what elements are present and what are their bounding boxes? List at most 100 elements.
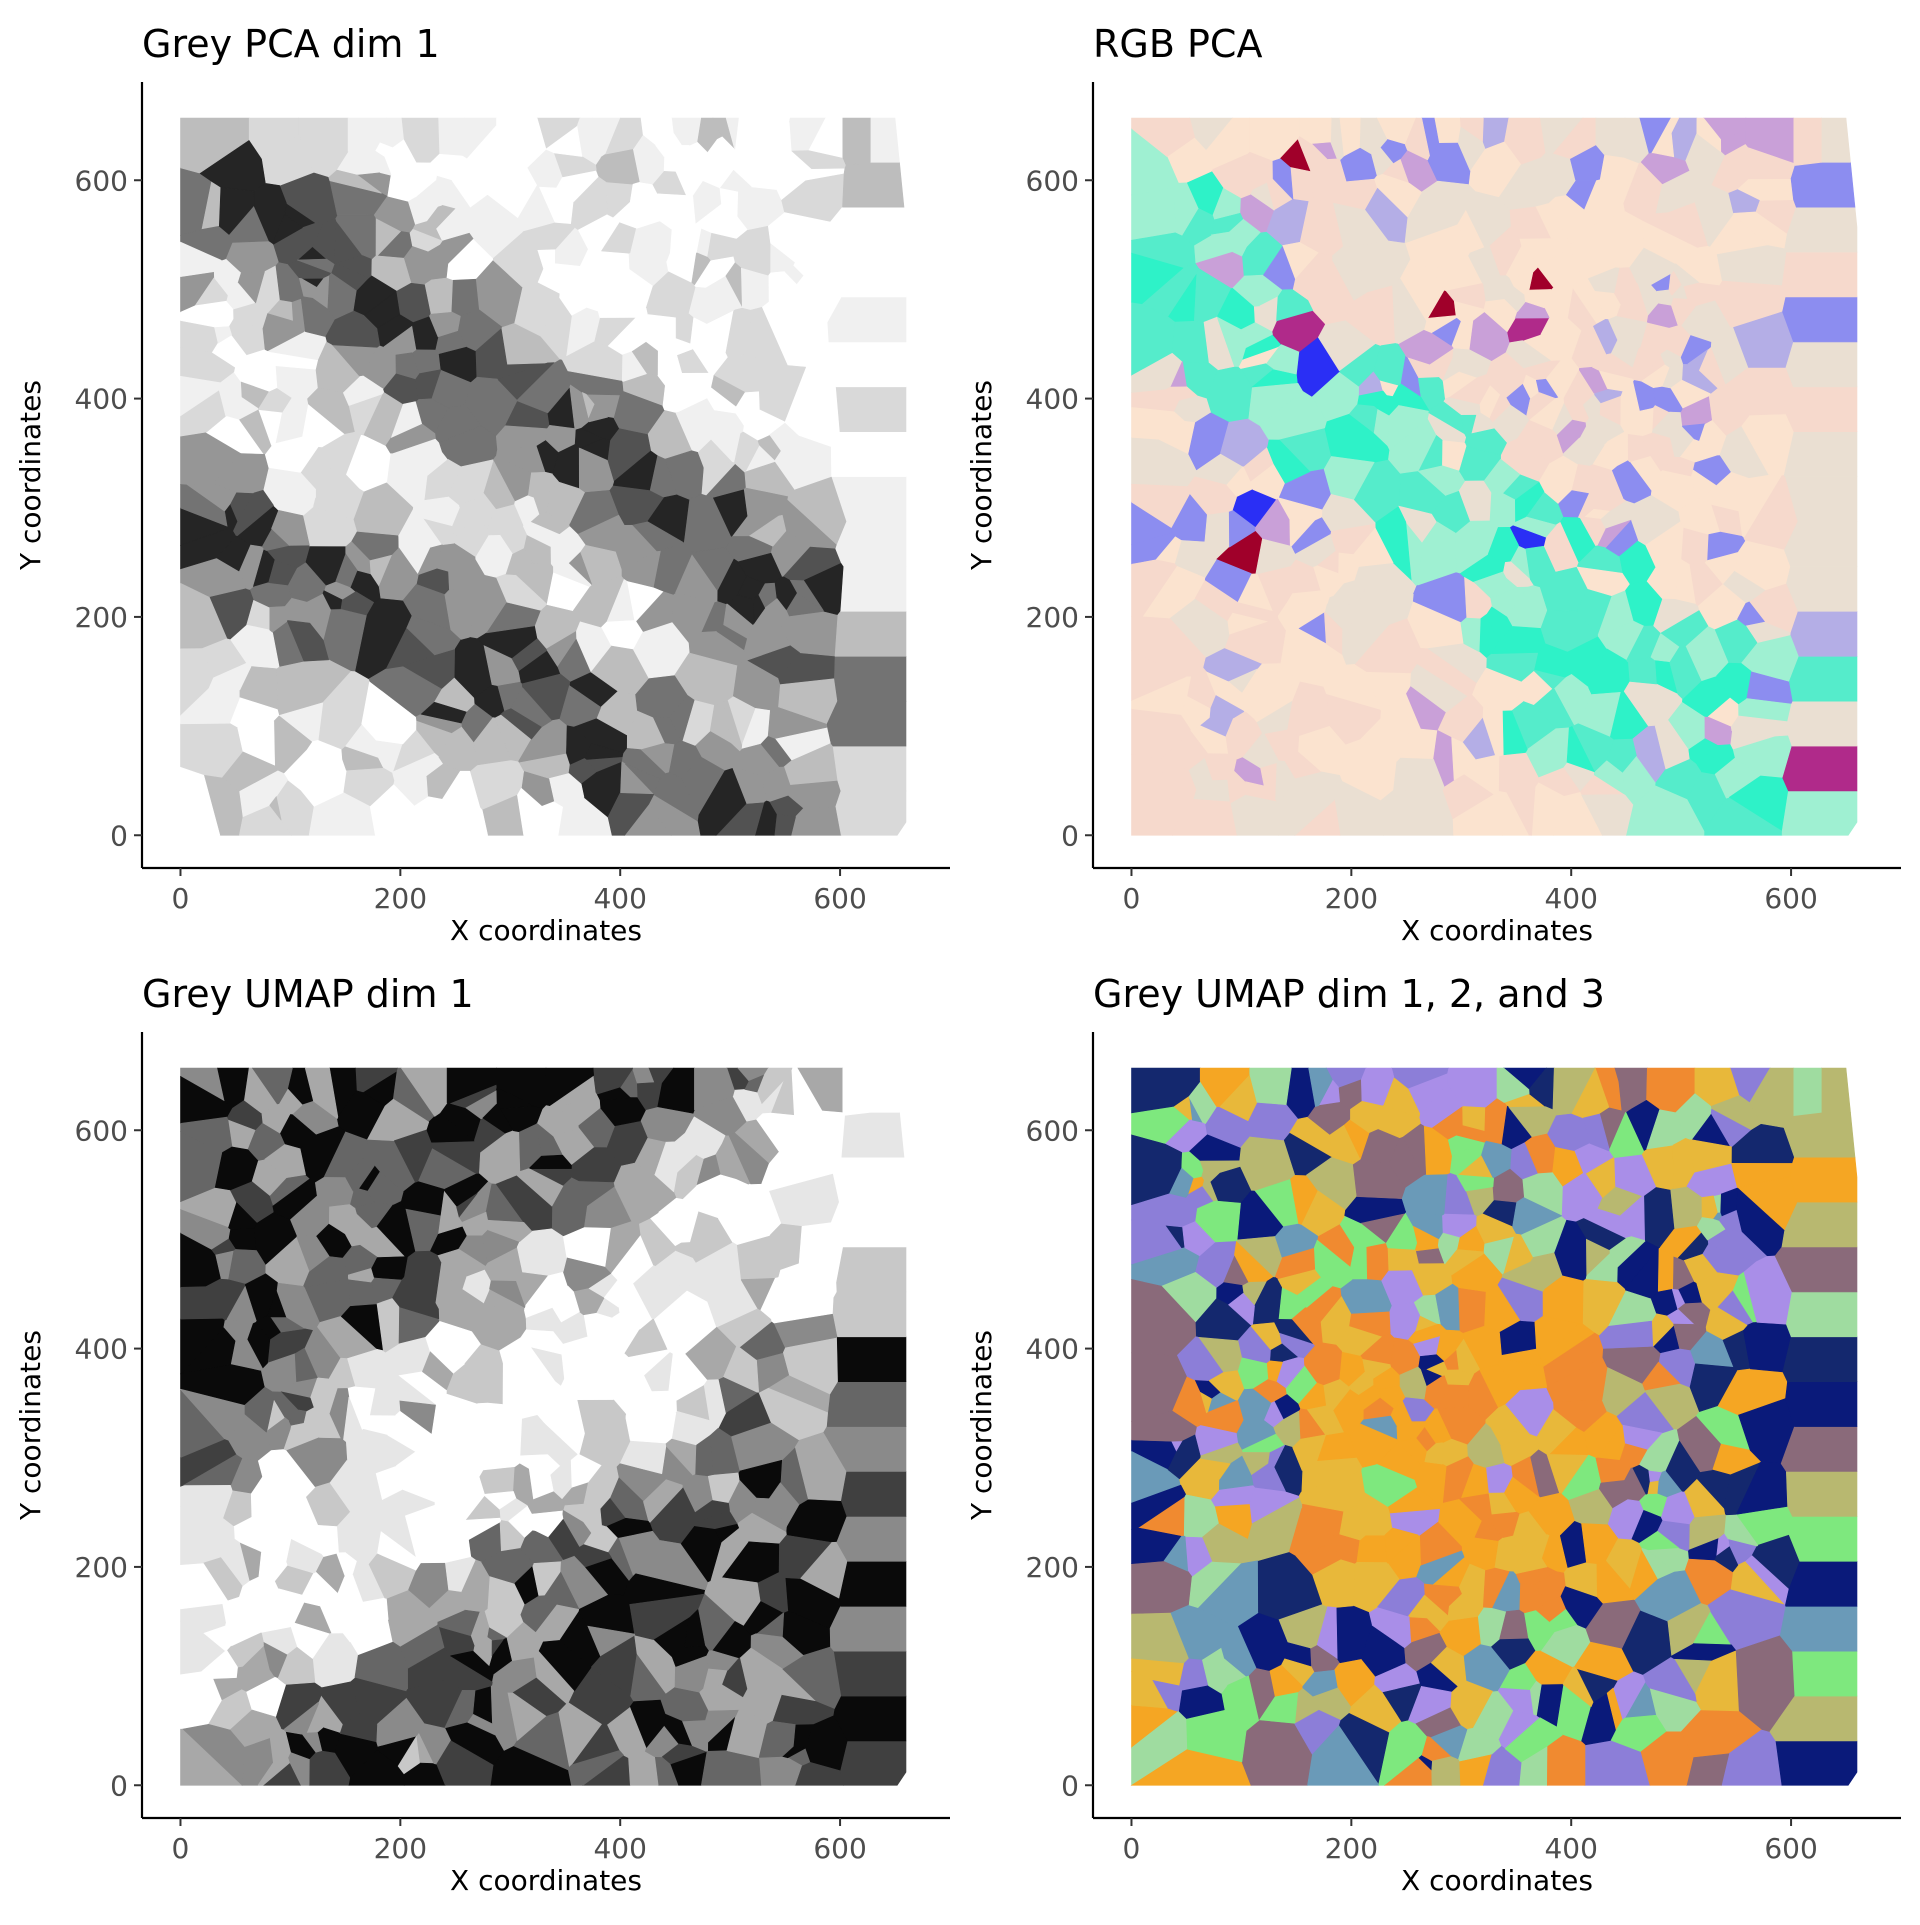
voronoi-cell — [1546, 1734, 1586, 1786]
voronoi-cell — [1365, 187, 1408, 243]
voronoi-cell — [1445, 1248, 1485, 1276]
voronoi-cell — [1627, 434, 1652, 463]
voronoi-cell — [1654, 720, 1690, 770]
voronoi-cell — [303, 1256, 349, 1288]
voronoi-cell — [1512, 1197, 1563, 1236]
voronoi-cell — [1558, 490, 1589, 518]
voronoi-cell — [611, 1235, 654, 1284]
voronoi-cell — [1249, 117, 1300, 161]
voronoi-cell — [1176, 1336, 1224, 1381]
voronoi-cell — [649, 1487, 696, 1545]
y-tick-label: 200 — [75, 601, 128, 634]
voronoi-cell — [635, 1540, 709, 1591]
voronoi-cell — [523, 535, 551, 565]
voronoi-cell — [1598, 1320, 1654, 1349]
voronoi-cell — [497, 362, 555, 400]
voronoi-cell — [1694, 1067, 1740, 1106]
voronoi-cell — [588, 404, 609, 423]
voronoi-cell — [1131, 1671, 1168, 1709]
x-tick-label: 200 — [1325, 1832, 1378, 1865]
voronoi-cell — [1575, 1218, 1626, 1251]
voronoi-cell — [719, 169, 752, 192]
voronoi-cell — [273, 715, 313, 774]
voronoi-cell — [490, 1746, 572, 1786]
voronoi-cell — [757, 1067, 793, 1105]
voronoi-cell — [1682, 423, 1705, 441]
voronoi-cell — [1785, 1291, 1858, 1338]
voronoi-cell — [748, 514, 787, 547]
voronoi-cell — [283, 1701, 319, 1735]
voronoi-cell — [263, 1763, 301, 1786]
voronoi-cell — [1595, 117, 1626, 158]
voronoi-cell — [625, 1412, 677, 1444]
voronoi-cell — [404, 1250, 442, 1304]
voronoi-cell — [1783, 1112, 1856, 1158]
voronoi-cell — [716, 1308, 773, 1348]
voronoi-cell — [1638, 1530, 1680, 1551]
voronoi-cell — [478, 1466, 516, 1495]
voronoi-cell — [424, 277, 453, 314]
panel-title: Grey PCA dim 1 — [142, 22, 440, 66]
voronoi-cell — [1537, 249, 1582, 288]
voronoi-cell — [1626, 625, 1661, 663]
voronoi-cell — [1785, 1381, 1858, 1427]
voronoi-cell — [272, 214, 303, 245]
panel-title: RGB PCA — [1093, 22, 1262, 66]
voronoi-cell — [520, 1595, 558, 1633]
x-axis-title: X coordinates — [1401, 1864, 1593, 1897]
voronoi-cell — [216, 535, 251, 572]
voronoi-cell — [308, 792, 376, 836]
voronoi-cell — [458, 1235, 488, 1267]
voronoi-cell — [1131, 117, 1196, 157]
voronoi-cell — [836, 1516, 907, 1562]
voronoi-cell — [1566, 725, 1595, 773]
voronoi-cell — [483, 645, 521, 686]
voronoi-cell — [1617, 1240, 1660, 1290]
voronoi-cell — [1793, 1067, 1822, 1116]
voronoi-cell — [1652, 132, 1675, 158]
voronoi-cell — [376, 1298, 400, 1353]
voronoi-cell — [1131, 1219, 1182, 1265]
voronoi-cell — [1645, 521, 1684, 567]
voronoi-cell — [1695, 744, 1736, 775]
voronoi-cell — [317, 1316, 377, 1359]
voronoi-cell — [371, 1255, 409, 1280]
voronoi-cell — [496, 1067, 547, 1110]
voronoi-cell — [658, 1197, 699, 1243]
voronoi-cell — [829, 206, 907, 253]
voronoi-cell — [451, 161, 491, 208]
voronoi-cell — [1521, 670, 1553, 705]
voronoi-cell — [835, 521, 907, 567]
voronoi-cell — [1417, 521, 1457, 586]
voronoi-cell — [1240, 363, 1274, 388]
voronoi-cell — [1457, 1727, 1502, 1762]
voronoi-cell — [1560, 1586, 1603, 1629]
voronoi-cell — [385, 423, 436, 454]
voronoi-cell — [1359, 718, 1407, 762]
voronoi-cell — [842, 1067, 871, 1116]
x-axis-title: X coordinates — [1401, 914, 1593, 947]
x-tick-label: 400 — [1544, 882, 1597, 915]
voronoi-cell — [457, 309, 503, 351]
voronoi-cell — [491, 1639, 505, 1657]
voronoi-cell — [1308, 1067, 1333, 1107]
voronoi-cell — [1504, 117, 1546, 165]
voronoi-cell — [1442, 440, 1467, 471]
voronoi-cell — [395, 352, 420, 380]
voronoi-cell — [307, 387, 355, 435]
voronoi-cell — [1742, 1322, 1792, 1373]
voronoi-cell — [1525, 545, 1556, 588]
voronoi-cell — [367, 1171, 404, 1205]
voronoi-cell — [203, 1557, 243, 1601]
voronoi-cell — [1577, 489, 1604, 519]
voronoi-cell — [768, 1482, 800, 1528]
voronoi-cell — [1284, 751, 1322, 779]
voronoi-cell — [441, 770, 481, 816]
voronoi-cell — [657, 193, 696, 230]
voronoi-cell — [1313, 1239, 1353, 1289]
voronoi-cell — [559, 685, 602, 727]
voronoi-cell — [304, 1067, 339, 1120]
voronoi-cell — [1360, 1213, 1405, 1244]
voronoi-cell — [385, 627, 435, 670]
voronoi-cell — [1769, 1695, 1858, 1742]
